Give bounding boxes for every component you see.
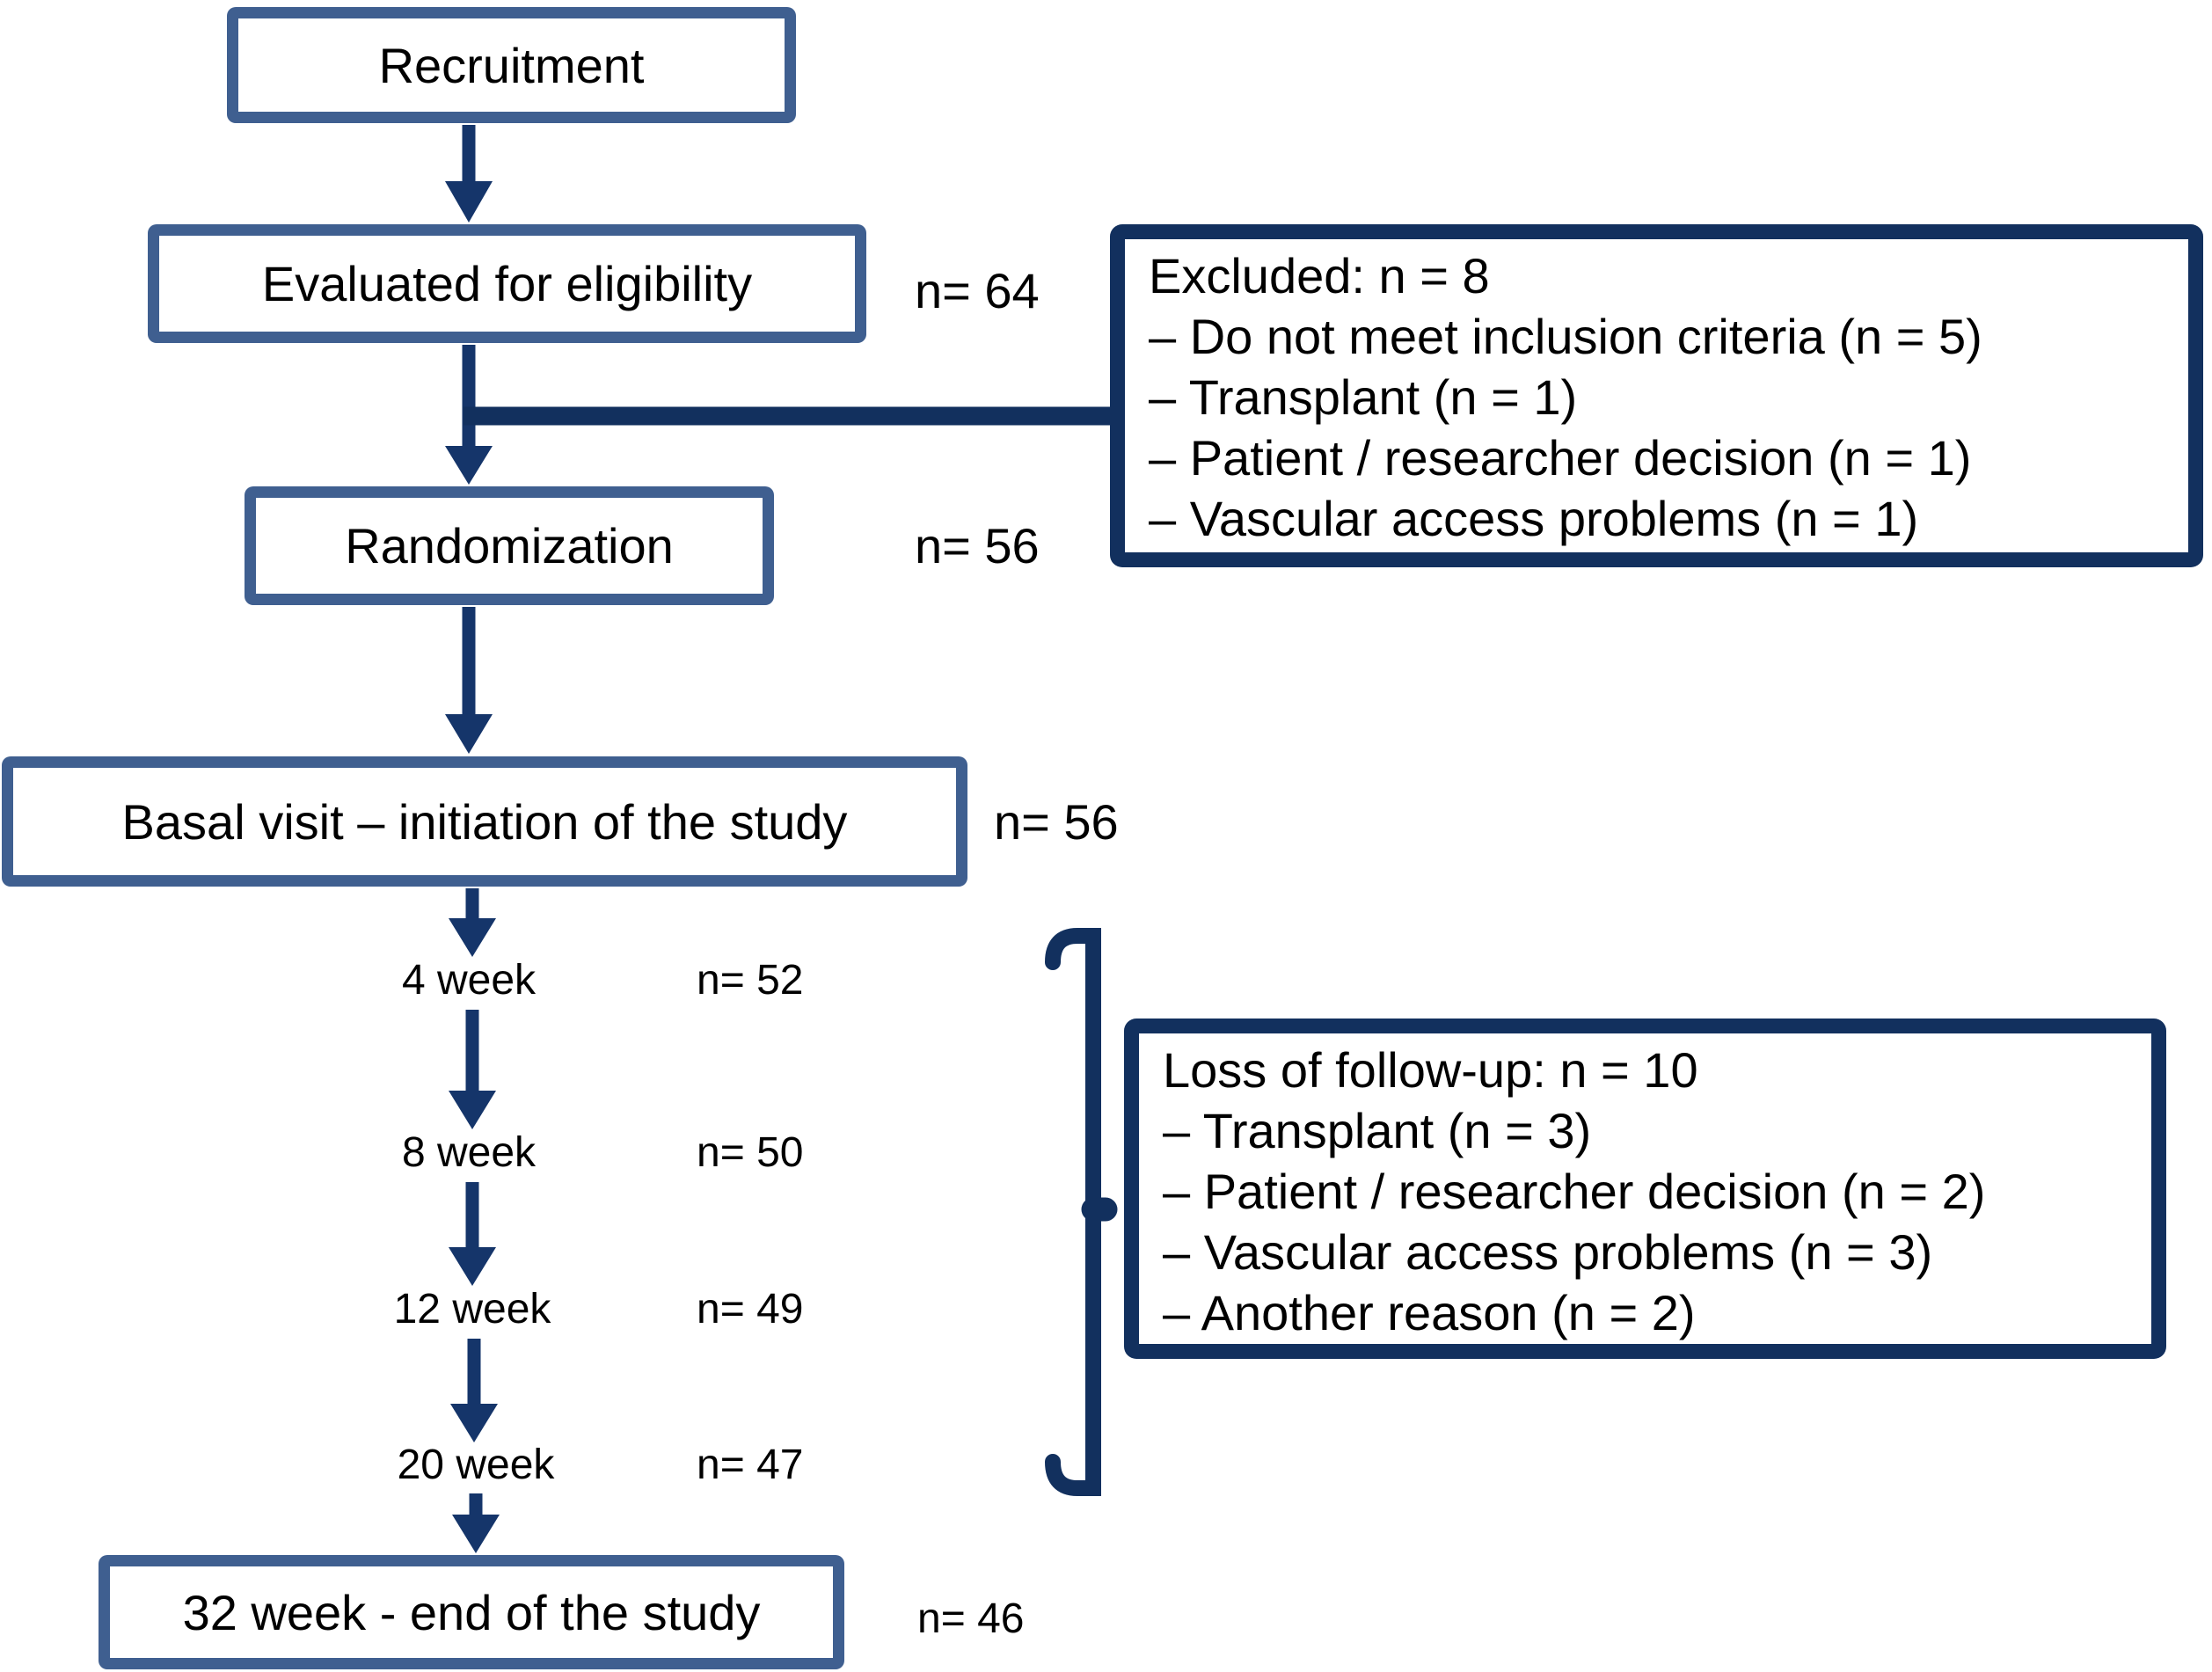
node-recruitment-label: Recruitment [378,37,645,93]
loss-item: – Another reason (n = 2) [1163,1285,1696,1340]
loss-item: – Patient / researcher decision (n = 2) [1163,1164,1986,1219]
arrow-week20-end [452,1493,500,1553]
arrow-week8-week12 [449,1182,496,1286]
n-label-week8: n= 50 [697,1128,804,1176]
arrow-week12-week20 [450,1339,498,1442]
node-basal-visit: Basal visit – initiation of the study [2,756,967,887]
node-evaluated-label: Evaluated for eligibility [261,256,753,311]
excluded-item: – Transplant (n = 1) [1149,369,1578,425]
arrow-week4-week8 [449,1010,496,1129]
n-label-randomization: n= 56 [915,517,1040,573]
node-evaluated: Evaluated for eligibility [148,224,866,343]
arrow-recruitment-evaluated [445,125,493,223]
n-label-end: n= 46 [917,1595,1025,1642]
node-end-of-study: 32 week - end of the study [99,1555,844,1669]
n-label-evaluated: n= 64 [915,262,1040,318]
step-week8-label: 8 week [401,1128,537,1176]
n-label-week20: n= 47 [697,1441,804,1488]
node-randomization-label: Randomization [345,518,674,573]
node-basal-visit-label: Basal visit – initiation of the study [121,793,848,850]
n-label-week4: n= 52 [697,956,804,1004]
loss-item: – Transplant (n = 3) [1163,1103,1592,1158]
step-week4-label: 4 week [401,956,537,1004]
excluded-item: – Patient / researcher decision (n = 1) [1149,430,1972,486]
arrow-evaluated-randomization [445,345,493,485]
followup-bracket [1045,928,1118,1496]
node-end-of-study-label: 32 week - end of the study [182,1584,761,1640]
arrow-randomization-basal [445,607,493,754]
excluded-item: – Vascular access problems (n = 1) [1149,491,1919,546]
node-randomization: Randomization [245,486,774,605]
excluded-box: Excluded: n = 8 – Do not meet inclusion … [1110,224,2203,567]
step-week20-label: 20 week [397,1441,555,1488]
loss-box: Loss of follow-up: n = 10 – Transplant (… [1124,1019,2166,1359]
loss-title: Loss of follow-up: n = 10 [1163,1042,1698,1098]
excluded-item: – Do not meet inclusion criteria (n = 5) [1149,309,1982,364]
n-label-week12: n= 49 [697,1285,804,1332]
arrow-basal-week4 [449,888,496,957]
node-recruitment: Recruitment [227,7,796,123]
n-label-basal: n= 56 [994,793,1119,850]
step-week12-label: 12 week [393,1285,551,1332]
excluded-title: Excluded: n = 8 [1149,248,1490,303]
loss-item: – Vascular access problems (n = 3) [1163,1224,1933,1280]
